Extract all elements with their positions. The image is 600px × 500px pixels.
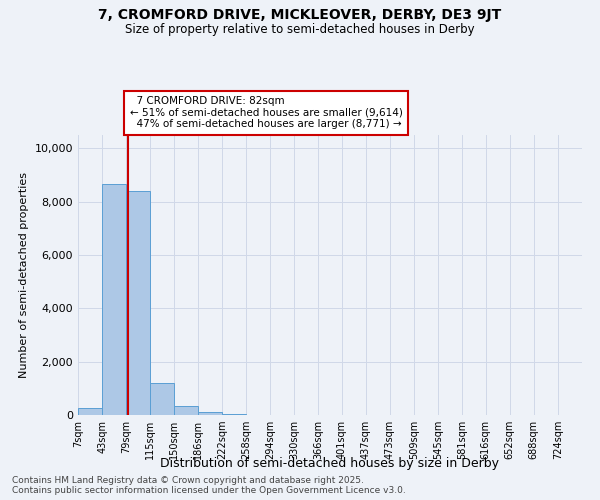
Bar xyxy=(126,191,150,415)
Bar xyxy=(174,406,198,415)
Bar xyxy=(102,184,126,415)
Text: Contains HM Land Registry data © Crown copyright and database right 2025.
Contai: Contains HM Land Registry data © Crown c… xyxy=(12,476,406,495)
Text: Size of property relative to semi-detached houses in Derby: Size of property relative to semi-detach… xyxy=(125,22,475,36)
Bar xyxy=(222,414,246,415)
Y-axis label: Number of semi-detached properties: Number of semi-detached properties xyxy=(19,172,29,378)
Bar xyxy=(150,383,174,415)
Text: 7, CROMFORD DRIVE, MICKLEOVER, DERBY, DE3 9JT: 7, CROMFORD DRIVE, MICKLEOVER, DERBY, DE… xyxy=(98,8,502,22)
Bar xyxy=(198,412,222,415)
Bar xyxy=(78,408,102,415)
Text: 7 CROMFORD DRIVE: 82sqm
← 51% of semi-detached houses are smaller (9,614)
  47% : 7 CROMFORD DRIVE: 82sqm ← 51% of semi-de… xyxy=(130,96,403,130)
Text: Distribution of semi-detached houses by size in Derby: Distribution of semi-detached houses by … xyxy=(161,458,499,470)
